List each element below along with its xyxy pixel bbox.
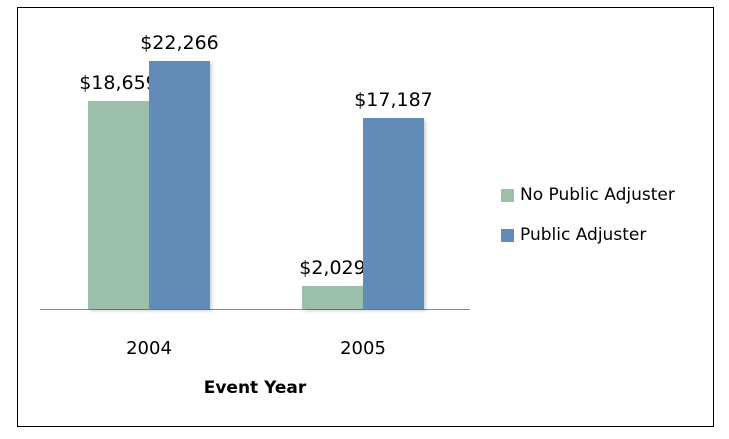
data-label: $18,659	[79, 72, 158, 95]
bar-2005-public-adjuster	[363, 117, 424, 309]
bar-2004-public-adjuster	[149, 61, 210, 309]
legend-swatch-green	[501, 188, 514, 202]
chart-frame	[17, 7, 714, 427]
legend-swatch-blue	[501, 228, 514, 242]
data-label: $2,029	[299, 257, 366, 280]
legend-label: No Public Adjuster	[520, 185, 675, 205]
x-tick-2004: 2004	[126, 338, 172, 359]
legend-item-no-public-adjuster: No Public Adjuster	[501, 185, 675, 205]
bar-2005-no-public-adjuster	[302, 286, 363, 309]
legend: No Public Adjuster Public Adjuster	[501, 185, 675, 265]
legend-item-public-adjuster: Public Adjuster	[501, 225, 675, 245]
x-axis-line	[40, 309, 470, 310]
data-label: $17,187	[354, 88, 433, 111]
x-axis-title: Event Year	[203, 378, 307, 398]
bar-2004-no-public-adjuster	[88, 101, 149, 309]
x-tick-2005: 2005	[340, 338, 386, 359]
legend-label: Public Adjuster	[520, 225, 647, 245]
data-label: $22,266	[140, 32, 219, 54]
